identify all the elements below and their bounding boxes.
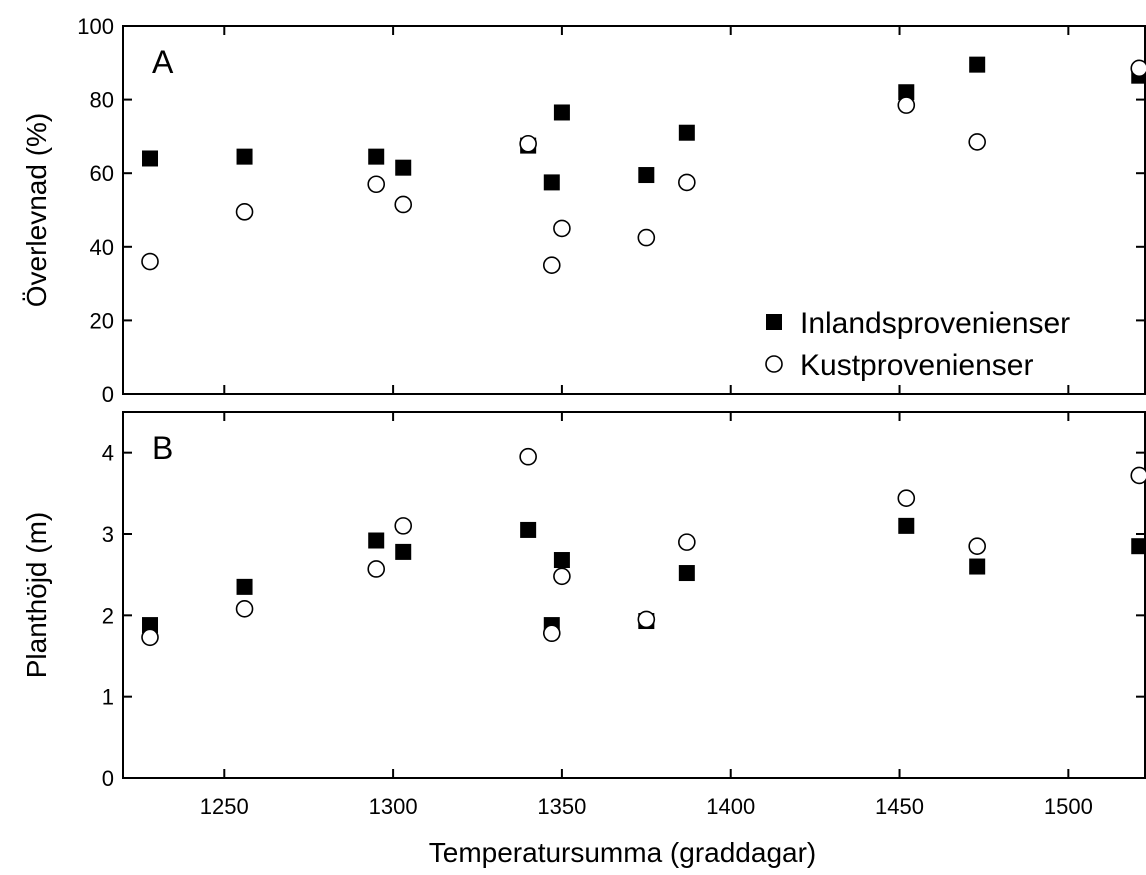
coastal-point: [1130, 59, 1146, 78]
coastal-point: [367, 175, 386, 194]
inland-point: [678, 565, 695, 582]
shared-axis-labels: Temperatursumma (graddagar): [429, 837, 817, 868]
coastal-point: [519, 447, 537, 466]
panel-b-height: 0 1 2 3 4 1250 1300 1350 1400 1450 1500 B Planthöjd …: [21, 411, 1146, 819]
inland-point: [898, 517, 915, 534]
coastal-point: [897, 96, 916, 114]
panel-label: B: [152, 430, 173, 466]
y-tick-label: 0: [102, 382, 114, 407]
y-tick-label: 20: [90, 308, 114, 333]
x-tick-label: 1250: [200, 794, 249, 819]
inland-point: [553, 104, 570, 121]
inland-point: [969, 56, 986, 73]
inland-point: [368, 532, 385, 549]
y-tick-label: 1: [102, 685, 114, 710]
coastal-point: [553, 567, 571, 586]
inland-point: [553, 552, 570, 569]
coastal-point: [394, 195, 413, 214]
inland-point: [1131, 538, 1146, 555]
plot-frame: [122, 25, 1146, 395]
y-tick-label: 60: [90, 161, 114, 186]
plot-frame: [122, 411, 1146, 779]
inland-point: [395, 159, 412, 176]
x-tick-label: 1300: [369, 794, 418, 819]
x-tick-label: 1500: [1044, 794, 1093, 819]
inland-point: [395, 543, 412, 560]
y-tick-label: 40: [90, 235, 114, 260]
coastal-point: [235, 203, 254, 221]
x-tick-label: 1350: [537, 794, 586, 819]
y-tick-label: 80: [90, 88, 114, 113]
coastal-point: [553, 219, 571, 238]
coastal-point: [542, 624, 561, 643]
legend-marker-inland: [766, 314, 782, 330]
coastal-point: [968, 537, 986, 556]
y-tick-label: 2: [102, 603, 114, 628]
coastal-point: [367, 560, 386, 578]
inland-point: [368, 148, 385, 165]
coastal-point: [637, 228, 656, 247]
x-tick-label: 1400: [706, 794, 755, 819]
coastal-point: [678, 533, 696, 551]
coastal-point: [678, 173, 696, 192]
inland-point: [236, 148, 253, 165]
coastal-point: [519, 134, 537, 153]
inland-point: [236, 578, 253, 595]
inland-point: [969, 558, 986, 575]
inland-point: [638, 167, 655, 184]
y-axis-title: Planthöjd (m): [21, 512, 52, 679]
coastal-point: [394, 517, 413, 535]
coastal-point: [968, 133, 986, 151]
inland-point: [543, 174, 560, 191]
y-tick-label: 3: [102, 522, 114, 547]
legend-label-inland: Inlandsprovenienser: [800, 307, 1070, 340]
x-tick-label: 1450: [875, 794, 924, 819]
coastal-point: [235, 600, 254, 618]
legend-label-coastal: Kustprovenienser: [800, 349, 1033, 382]
inland-point: [142, 150, 159, 167]
panel-label: A: [152, 44, 174, 80]
coastal-point: [897, 489, 916, 508]
coastal-point: [637, 610, 656, 629]
coastal-point: [141, 628, 159, 647]
y-tick-label: 4: [102, 441, 114, 466]
y-tick-label: 0: [102, 766, 114, 791]
x-axis-title: Temperatursumma (graddagar): [429, 837, 817, 868]
coastal-point: [141, 252, 159, 271]
panel-a-survival: 0 20 40 60 80 100 A Överlevnad (%) Inlandsproven…: [21, 14, 1146, 407]
coastal-point: [1130, 466, 1146, 485]
coastal-point: [542, 256, 561, 275]
inland-point: [678, 124, 695, 141]
legend-marker-coastal: [765, 355, 783, 373]
y-tick-label: 100: [77, 14, 114, 39]
inland-point: [520, 521, 537, 538]
y-axis-title: Överlevnad (%): [21, 113, 52, 308]
